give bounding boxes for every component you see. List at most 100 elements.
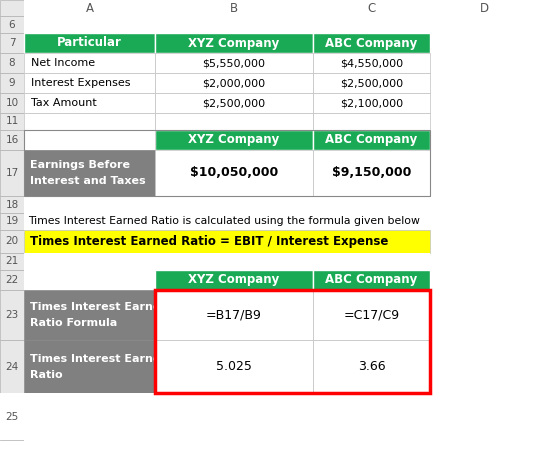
Text: $2,100,000: $2,100,000 — [340, 98, 403, 108]
Bar — [24, 340, 155, 393]
Text: Interest and Taxes: Interest and Taxes — [30, 176, 146, 186]
Bar — [24, 33, 155, 53]
Bar — [313, 130, 430, 150]
Bar — [0, 213, 24, 230]
Bar — [155, 270, 313, 290]
Text: 3.66: 3.66 — [358, 360, 385, 373]
Text: XYZ Company: XYZ Company — [188, 133, 280, 146]
Bar — [24, 213, 538, 230]
Bar — [24, 93, 155, 113]
Bar — [0, 150, 24, 196]
Text: =C17/C9: =C17/C9 — [343, 308, 400, 321]
Text: ABC Company: ABC Company — [325, 274, 417, 287]
Bar — [313, 93, 430, 113]
Bar — [155, 33, 313, 53]
Text: ABC Company: ABC Company — [325, 133, 417, 146]
Text: B: B — [230, 1, 238, 14]
Text: Earnings Before: Earnings Before — [30, 160, 130, 170]
Text: Tax Amount: Tax Amount — [31, 98, 97, 108]
Bar — [155, 0, 313, 16]
Bar — [0, 113, 24, 130]
Bar — [24, 150, 155, 196]
Text: 7: 7 — [9, 38, 15, 48]
Text: ABC Company: ABC Company — [325, 37, 417, 50]
Bar — [313, 53, 430, 73]
Bar — [155, 93, 313, 113]
Text: 19: 19 — [5, 217, 19, 226]
Bar — [0, 393, 538, 440]
Bar — [0, 130, 24, 150]
Bar — [0, 53, 24, 73]
Bar — [313, 33, 430, 53]
Bar — [24, 130, 430, 196]
Text: C: C — [367, 1, 376, 14]
Bar — [155, 113, 313, 130]
Text: 10: 10 — [5, 98, 19, 108]
Bar — [0, 270, 24, 290]
Bar — [0, 0, 24, 16]
Bar — [313, 340, 430, 393]
Text: $9,150,000: $9,150,000 — [332, 167, 411, 180]
Bar — [155, 340, 313, 393]
Bar — [155, 290, 430, 393]
Bar — [24, 196, 430, 213]
Text: 11: 11 — [5, 117, 19, 126]
Bar — [313, 290, 430, 340]
Bar — [313, 0, 430, 16]
Text: 16: 16 — [5, 135, 19, 145]
Text: $5,550,000: $5,550,000 — [202, 58, 265, 68]
Text: 25: 25 — [5, 412, 19, 421]
Text: $2,000,000: $2,000,000 — [202, 78, 266, 88]
Text: 24: 24 — [5, 362, 19, 371]
Bar — [0, 393, 24, 440]
Bar — [313, 270, 430, 290]
Bar — [155, 150, 313, 196]
Text: 17: 17 — [5, 168, 19, 178]
Text: 8: 8 — [9, 58, 15, 68]
Bar — [24, 290, 155, 340]
Text: 18: 18 — [5, 200, 19, 209]
Bar — [313, 113, 430, 130]
Bar — [0, 253, 24, 270]
Text: XYZ Company: XYZ Company — [188, 274, 280, 287]
Bar — [24, 0, 155, 16]
Text: $2,500,000: $2,500,000 — [340, 78, 403, 88]
Bar — [0, 196, 24, 213]
Text: 9: 9 — [9, 78, 15, 88]
Text: 5.025: 5.025 — [216, 360, 252, 373]
Text: $4,550,000: $4,550,000 — [340, 58, 403, 68]
Bar — [24, 53, 155, 73]
Bar — [155, 73, 313, 93]
Bar — [0, 93, 24, 113]
Text: 22: 22 — [5, 275, 19, 285]
Bar — [0, 73, 24, 93]
Text: 6: 6 — [9, 19, 15, 30]
Bar — [0, 290, 24, 340]
Text: =B17/B9: =B17/B9 — [206, 308, 262, 321]
Text: Times Interest Earned: Times Interest Earned — [30, 353, 168, 363]
Bar — [155, 290, 313, 340]
Text: XYZ Company: XYZ Company — [188, 37, 280, 50]
Bar — [0, 340, 24, 393]
Bar — [313, 150, 430, 196]
Bar — [24, 253, 430, 270]
Text: Net Income: Net Income — [31, 58, 95, 68]
Bar — [24, 230, 430, 253]
Text: A: A — [86, 1, 94, 14]
Bar — [0, 230, 24, 253]
Bar — [155, 53, 313, 73]
Text: D: D — [479, 1, 489, 14]
Text: 20: 20 — [5, 237, 19, 246]
Bar — [0, 33, 24, 53]
Text: 21: 21 — [5, 257, 19, 267]
Bar — [24, 130, 155, 150]
Bar — [155, 130, 313, 150]
Text: $2,500,000: $2,500,000 — [202, 98, 266, 108]
Text: Particular: Particular — [57, 37, 122, 50]
Text: 23: 23 — [5, 310, 19, 320]
Bar — [313, 73, 430, 93]
Text: Times Interest Earned Ratio is calculated using the formula given below: Times Interest Earned Ratio is calculate… — [28, 217, 420, 226]
Text: Interest Expenses: Interest Expenses — [31, 78, 131, 88]
Text: $10,050,000: $10,050,000 — [190, 167, 278, 180]
Text: Ratio Formula: Ratio Formula — [30, 318, 117, 328]
